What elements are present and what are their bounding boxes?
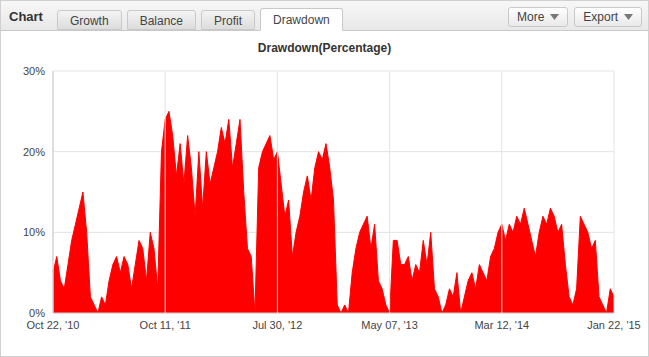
svg-text:20%: 20% <box>23 146 45 158</box>
html-text:Growth: Growth <box>70 14 109 28</box>
svg-text:Oct 22, '10: Oct 22, '10 <box>27 319 80 331</box>
html-text:Drawdown(Percentage): Drawdown(Percentage) <box>257 41 392 55</box>
html-text:More: More <box>517 10 545 24</box>
svg-text:30%: 30% <box>23 65 45 77</box>
html-text:Profit: Profit <box>214 14 242 28</box>
html-text:Export: Export <box>583 10 618 24</box>
html-text:Balance: Balance <box>139 14 183 28</box>
svg-text:Mar 12, '14: Mar 12, '14 <box>474 319 529 331</box>
svg-text:May 07, '13: May 07, '13 <box>361 319 418 331</box>
html-text:Drawdown: Drawdown <box>273 13 330 27</box>
svg-text:10%: 10% <box>23 226 45 238</box>
svg-text:0%: 0% <box>29 307 45 319</box>
svg-text:Oct 11, '11: Oct 11, '11 <box>140 319 191 331</box>
svg-text:Jan 22, '15: Jan 22, '15 <box>587 319 640 331</box>
html-text:Chart: Chart <box>9 9 43 24</box>
svg-text:Jul 30, '12: Jul 30, '12 <box>252 319 302 331</box>
